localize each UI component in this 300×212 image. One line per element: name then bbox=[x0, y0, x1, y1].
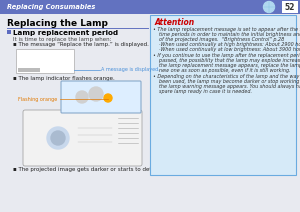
Text: spare lamp ready in case it is needed.: spare lamp ready in case it is needed. bbox=[156, 89, 252, 94]
FancyBboxPatch shape bbox=[7, 30, 11, 34]
Circle shape bbox=[89, 87, 103, 101]
Text: Lamp replacement period: Lamp replacement period bbox=[13, 29, 118, 35]
Text: ·When used continually at low brightness: About 3900 hours: ·When used continually at low brightness… bbox=[156, 47, 300, 52]
Text: been used, the lamp may become darker or stop working before: been used, the lamp may become darker or… bbox=[156, 79, 300, 84]
Text: Attention: Attention bbox=[154, 18, 194, 27]
Circle shape bbox=[47, 127, 69, 149]
Text: of the projected images.  “Brightness Control” p.28: of the projected images. “Brightness Con… bbox=[156, 37, 284, 42]
Text: • The lamp replacement message is set to appear after the following: • The lamp replacement message is set to… bbox=[153, 27, 300, 32]
Text: ·When used continually at high brightness: About 2900 hours: ·When used continually at high brightnes… bbox=[156, 42, 300, 47]
Text: • Depending on the characteristics of the lamp and the way it has: • Depending on the characteristics of th… bbox=[153, 74, 300, 79]
Text: Flashing orange: Flashing orange bbox=[18, 96, 57, 102]
FancyBboxPatch shape bbox=[23, 110, 142, 166]
Text: Replacing Consumables: Replacing Consumables bbox=[7, 4, 95, 10]
Text: A message is displayed.: A message is displayed. bbox=[101, 67, 160, 73]
Text: time periods in order to maintain the initial brightness and quality: time periods in order to maintain the in… bbox=[156, 32, 300, 37]
Text: passed, the possibility that the lamp may explode increases. When: passed, the possibility that the lamp ma… bbox=[156, 58, 300, 63]
Text: 52: 52 bbox=[285, 3, 295, 11]
Circle shape bbox=[51, 131, 65, 145]
Circle shape bbox=[104, 94, 112, 102]
FancyBboxPatch shape bbox=[282, 1, 298, 13]
FancyBboxPatch shape bbox=[61, 81, 141, 113]
FancyBboxPatch shape bbox=[16, 49, 74, 73]
FancyBboxPatch shape bbox=[150, 15, 296, 175]
Text: It is time to replace the lamp when:: It is time to replace the lamp when: bbox=[13, 36, 112, 42]
Text: ▪ The message “Replace the lamp.” is displayed.: ▪ The message “Replace the lamp.” is dis… bbox=[13, 42, 149, 47]
FancyBboxPatch shape bbox=[0, 0, 300, 14]
FancyBboxPatch shape bbox=[18, 68, 40, 72]
Text: • If you continue to use the lamp after the replacement period has: • If you continue to use the lamp after … bbox=[153, 53, 300, 58]
Circle shape bbox=[76, 91, 88, 103]
Text: ▪ The projected image gets darker or starts to deteriorate.: ▪ The projected image gets darker or sta… bbox=[13, 167, 175, 172]
Text: new one as soon as possible, even if it is still working.: new one as soon as possible, even if it … bbox=[156, 68, 291, 73]
Text: the lamp replacement message appears, replace the lamp with a: the lamp replacement message appears, re… bbox=[156, 63, 300, 68]
Text: ▪ The lamp indicator flashes orange.: ▪ The lamp indicator flashes orange. bbox=[13, 76, 115, 81]
Text: Replacing the Lamp: Replacing the Lamp bbox=[7, 19, 108, 28]
Circle shape bbox=[263, 1, 274, 13]
Text: the lamp warning message appears. You should always have a: the lamp warning message appears. You sh… bbox=[156, 84, 300, 89]
